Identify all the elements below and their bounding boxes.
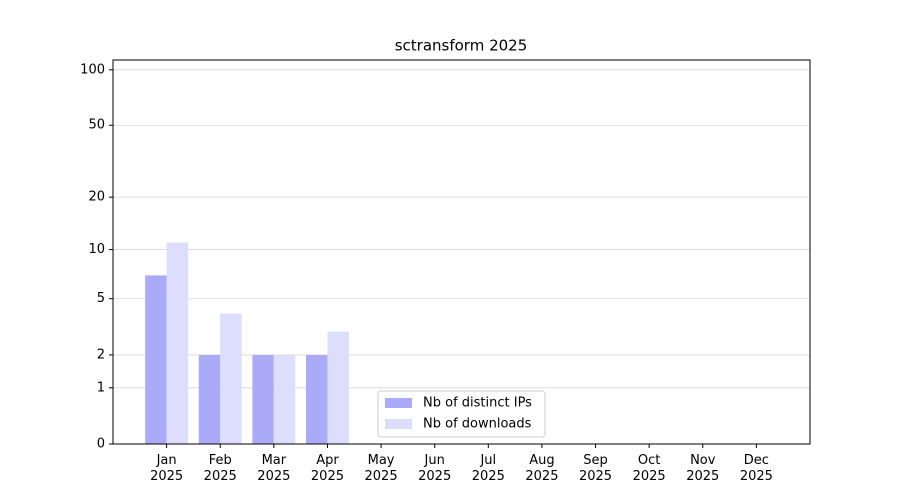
y-tick-label: 50 bbox=[88, 118, 105, 133]
legend-label: Nb of downloads bbox=[423, 417, 532, 432]
x-tick-label: Jul 2025 bbox=[471, 453, 505, 484]
x-tick-label: Nov 2025 bbox=[686, 453, 720, 484]
legend-swatch bbox=[385, 398, 412, 408]
legend-label: Nb of distinct IPs bbox=[423, 396, 532, 411]
y-tick-label: 1 bbox=[97, 380, 105, 395]
x-tick-label: Mar 2025 bbox=[257, 453, 291, 484]
chart-title: sctransform 2025 bbox=[395, 37, 528, 55]
bar bbox=[327, 331, 349, 444]
bar bbox=[198, 354, 221, 444]
x-tick-label: Aug 2025 bbox=[525, 453, 559, 484]
plot-frame bbox=[112, 59, 811, 445]
bar bbox=[252, 354, 274, 444]
x-tick-label: Sep 2025 bbox=[578, 453, 613, 484]
bar bbox=[166, 242, 189, 444]
bar bbox=[273, 354, 296, 444]
x-tick-label: Jun 2025 bbox=[418, 453, 452, 484]
legend-swatch bbox=[385, 419, 412, 429]
y-tick-label: 20 bbox=[88, 190, 105, 205]
x-tick-label: Dec 2025 bbox=[739, 453, 773, 484]
x-tick-label: May 2025 bbox=[364, 453, 398, 484]
y-tick-label: 5 bbox=[97, 291, 105, 306]
y-tick-label: 2 bbox=[97, 347, 105, 362]
bar bbox=[306, 354, 328, 444]
y-tick-label: 0 bbox=[97, 437, 105, 452]
bar bbox=[220, 313, 242, 444]
x-tick-label: Feb 2025 bbox=[203, 453, 237, 484]
y-tick-label: 10 bbox=[88, 242, 105, 257]
legend: Nb of distinct IPs Nb of downloads bbox=[377, 390, 546, 438]
y-tick-label: 100 bbox=[80, 62, 105, 77]
x-tick-label: Jan 2025 bbox=[150, 453, 184, 484]
x-tick-label: Apr 2025 bbox=[310, 453, 344, 484]
bar bbox=[145, 275, 167, 444]
x-tick-label: Oct 2025 bbox=[632, 453, 666, 484]
legend-box bbox=[377, 390, 546, 438]
